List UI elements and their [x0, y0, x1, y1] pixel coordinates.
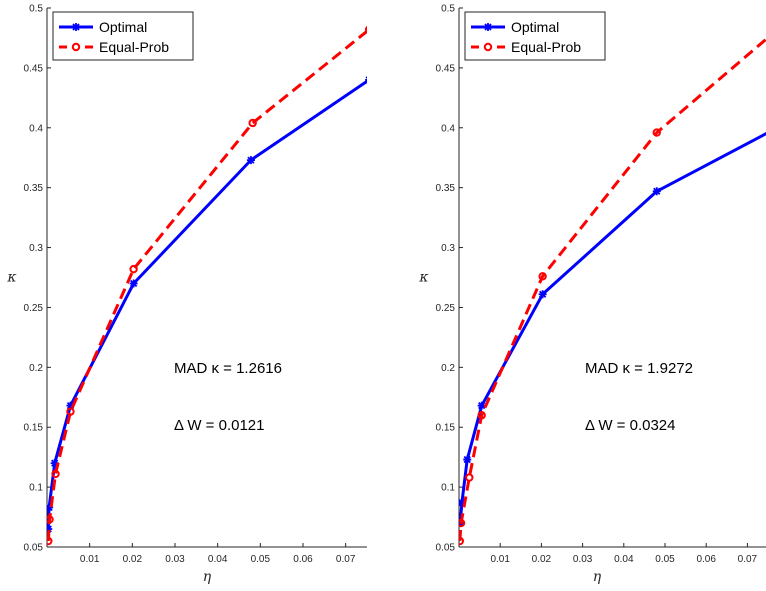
data-point-marker [652, 187, 661, 196]
annotation-text: MAD κ = 1.9272 [585, 360, 693, 377]
x-axis-label: η [593, 569, 602, 585]
data-point-marker [459, 518, 466, 528]
x-tick-label: 0.05 [251, 554, 271, 565]
legend-label: Optimal [99, 19, 147, 35]
y-tick-label: 0.4 [29, 123, 43, 134]
x-tick-label: 0.07 [336, 554, 356, 565]
legend-marker-swatch [484, 23, 492, 31]
x-tick-label: 0.02 [123, 554, 143, 565]
y-tick-label: 0.45 [24, 63, 44, 74]
data-point-marker [477, 401, 486, 410]
y-tick-label: 0.25 [436, 303, 456, 314]
data-point-marker [459, 536, 465, 546]
y-tick-label: 0.05 [436, 543, 456, 554]
x-tick-label: 0.05 [655, 554, 675, 565]
y-tick-label: 0.2 [29, 363, 43, 374]
data-point-marker [66, 401, 75, 410]
legend-box [52, 11, 194, 61]
data-point-marker [47, 525, 53, 534]
data-point-marker [465, 473, 474, 482]
data-point-marker [246, 156, 255, 165]
annotation-text: Δ W = 0.0324 [585, 417, 676, 434]
x-axis-label: η [203, 569, 212, 585]
annotation-text: Δ W = 0.0121 [174, 417, 265, 434]
y-tick-label: 0.3 [29, 243, 43, 254]
y-tick-label: 0.5 [441, 4, 455, 15]
y-tick-label: 0.25 [24, 303, 44, 314]
y-tick-label: 0.2 [441, 363, 455, 374]
data-point-marker [47, 515, 54, 524]
x-tick-label: 0.07 [738, 554, 758, 565]
x-tick-label: 0.06 [696, 554, 716, 565]
y-tick-label: 0.05 [24, 543, 44, 554]
data-point-marker [248, 118, 257, 128]
x-tick-label: 0.06 [293, 554, 313, 565]
x-tick-label: 0.04 [208, 554, 228, 565]
y-tick-label: 0.35 [436, 183, 456, 194]
legend-marker-swatch [72, 23, 80, 31]
y-tick-label: 0.1 [29, 483, 43, 494]
data-point-marker [365, 76, 367, 84]
x-tick-label: 0.03 [573, 554, 593, 565]
legend-box [464, 11, 606, 61]
data-point-marker [459, 498, 466, 507]
x-tick-label: 0.04 [614, 554, 634, 565]
data-point-marker [51, 469, 60, 479]
x-tick-label: 0.01 [490, 554, 510, 565]
legend-marker-swatch [71, 42, 81, 52]
legend-label: Equal-Prob [511, 39, 581, 55]
y-tick-label: 0.4 [441, 123, 455, 134]
data-point-marker [129, 279, 138, 288]
plot-area [47, 8, 367, 547]
y-tick-label: 0.3 [441, 243, 455, 254]
x-tick-label: 0.01 [80, 554, 100, 565]
annotation-text: MAD κ = 1.2616 [174, 360, 282, 377]
data-point-marker [50, 459, 59, 468]
series-line-equal-prob [459, 37, 766, 542]
series-line-equal-prob [47, 29, 367, 542]
legend: Optimal Equal-Prob [52, 11, 194, 61]
plot-area [459, 8, 766, 547]
y-tick-label: 0.15 [24, 423, 44, 434]
y-axis-label: κ [6, 270, 16, 286]
x-tick-label: 0.02 [532, 554, 552, 565]
data-point-marker [538, 290, 547, 299]
data-point-marker [538, 272, 547, 281]
x-tick-label: 0.03 [165, 554, 185, 565]
y-tick-label: 0.15 [436, 423, 456, 434]
right-subplot: 0.05 0.1 0.15 0.2 0.25 0.3 0.35 0.4 0.45 0.5 0.01 0… [418, 4, 766, 585]
data-point-marker [364, 25, 367, 34]
series-group [459, 37, 766, 546]
data-point-marker [129, 264, 138, 274]
data-point-marker [463, 455, 472, 464]
legend-label: Equal-Prob [99, 39, 169, 55]
legend-label: Optimal [511, 19, 559, 35]
y-tick-label: 0.1 [441, 483, 455, 494]
data-point-marker [477, 411, 486, 420]
left-subplot: 0.05 0.1 0.15 0.2 0.25 0.3 0.35 0.4 0.45 0.5 0.01 0… [6, 4, 367, 585]
legend: Optimal Equal-Prob [464, 11, 606, 61]
data-point-marker [47, 536, 53, 546]
series-group [47, 25, 367, 546]
y-tick-label: 0.45 [436, 63, 456, 74]
legend-marker-swatch [483, 42, 493, 52]
data-point-marker [47, 503, 54, 512]
y-tick-label: 0.35 [24, 183, 44, 194]
y-axis-label: κ [418, 270, 428, 286]
y-tick-label: 0.5 [29, 4, 43, 15]
data-point-marker [652, 128, 661, 137]
data-point-marker [66, 407, 75, 416]
